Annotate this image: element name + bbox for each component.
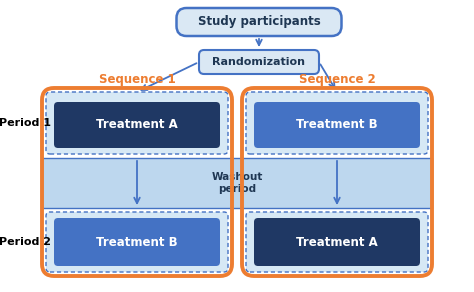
Text: Period 2: Period 2 bbox=[0, 237, 51, 247]
Text: Treatment B: Treatment B bbox=[296, 119, 378, 131]
Text: Sequence 2: Sequence 2 bbox=[299, 74, 375, 86]
FancyBboxPatch shape bbox=[254, 218, 420, 266]
FancyBboxPatch shape bbox=[54, 102, 220, 148]
FancyBboxPatch shape bbox=[176, 8, 341, 36]
Text: Study participants: Study participants bbox=[198, 15, 320, 29]
FancyBboxPatch shape bbox=[46, 212, 228, 272]
FancyBboxPatch shape bbox=[54, 218, 220, 266]
Text: Treatment B: Treatment B bbox=[96, 236, 178, 248]
Text: Sequence 1: Sequence 1 bbox=[99, 74, 175, 86]
FancyBboxPatch shape bbox=[254, 102, 420, 148]
Text: Period 1: Period 1 bbox=[0, 118, 51, 128]
Text: Washout
period: Washout period bbox=[211, 172, 263, 194]
Text: Randomization: Randomization bbox=[212, 57, 306, 67]
FancyBboxPatch shape bbox=[199, 50, 319, 74]
FancyBboxPatch shape bbox=[46, 92, 228, 154]
Text: Treatment A: Treatment A bbox=[96, 119, 178, 131]
Bar bbox=[42, 158, 432, 208]
FancyBboxPatch shape bbox=[246, 212, 428, 272]
FancyBboxPatch shape bbox=[246, 92, 428, 154]
Text: Treatment A: Treatment A bbox=[296, 236, 378, 248]
